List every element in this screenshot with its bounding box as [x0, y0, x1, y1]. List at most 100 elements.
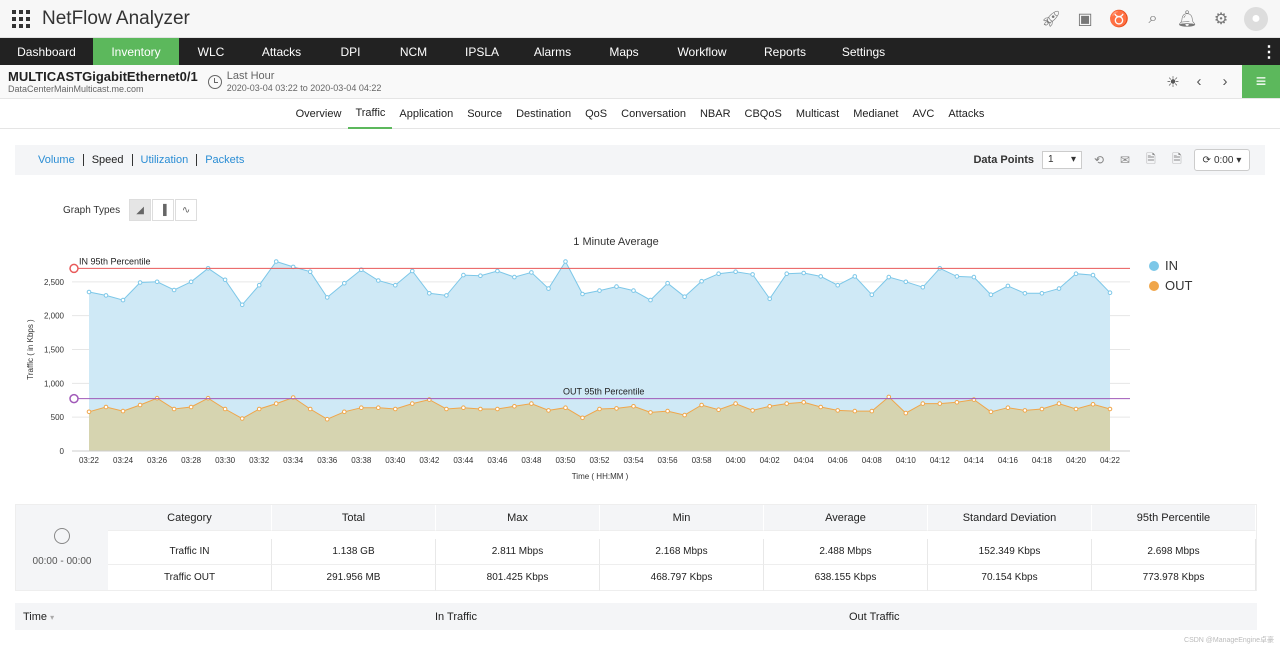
- stats-header-cell[interactable]: Min: [600, 505, 764, 531]
- x-tick-label: 04:16: [998, 456, 1019, 465]
- data-point-out: [86, 409, 92, 415]
- line-chart-icon[interactable]: ∿: [175, 199, 198, 221]
- metric-packets[interactable]: Packets: [205, 154, 245, 166]
- data-point-out: [835, 408, 841, 413]
- stats-header-cell[interactable]: Standard Deviation: [928, 505, 1092, 531]
- device-name: MULTICASTGigabitEthernet0/1: [8, 69, 198, 84]
- chevron-left-icon[interactable]: ‹: [1196, 73, 1202, 90]
- data-point-in: [954, 274, 960, 279]
- data-point-out: [171, 406, 177, 412]
- nav-ncm[interactable]: NCM: [399, 44, 428, 59]
- x-tick-label: 03:50: [555, 456, 576, 465]
- data-point-in: [444, 293, 449, 298]
- pdf-icon[interactable]: 🗎︎: [1146, 151, 1156, 166]
- column-time[interactable]: Time ▾: [15, 611, 435, 623]
- headset-icon[interactable]: ♉: [1109, 10, 1129, 28]
- data-point-in: [920, 284, 926, 290]
- percentile-marker: [69, 263, 79, 274]
- metric-volume[interactable]: Volume: [30, 154, 84, 166]
- tab-multicast[interactable]: Multicast: [795, 107, 840, 120]
- x-tick-label: 03:22: [79, 456, 100, 465]
- monitor-icon[interactable]: ▣: [1077, 10, 1093, 28]
- stats-header-cell[interactable]: Category: [108, 505, 272, 531]
- column-time-label: Time: [23, 610, 48, 623]
- data-point-in: [903, 279, 909, 285]
- area-chart-icon[interactable]: ◢: [129, 199, 152, 221]
- data-point-in: [239, 302, 245, 308]
- column-out-traffic[interactable]: Out Traffic: [849, 610, 900, 623]
- csv-icon[interactable]: 🗎︎: [1172, 151, 1182, 166]
- tab-avc[interactable]: AVC: [912, 107, 935, 120]
- search-icon[interactable]: ⌕: [1148, 9, 1158, 27]
- rocket-icon[interactable]: 🚀︎: [1040, 10, 1062, 28]
- bell-icon[interactable]: 🔔︎: [1176, 10, 1198, 28]
- data-point-out: [648, 410, 653, 415]
- nav-alarms[interactable]: Alarms: [533, 44, 572, 59]
- more-menu-icon[interactable]: ⋮: [1261, 43, 1277, 61]
- nav-workflow[interactable]: Workflow: [677, 44, 727, 59]
- legend-item-in[interactable]: IN: [1149, 258, 1192, 273]
- refresh-select[interactable]: ⟳ 0:00 ▾: [1194, 149, 1250, 171]
- gear-icon[interactable]: ⚙: [1213, 10, 1229, 28]
- data-point-in: [376, 278, 381, 283]
- stats-header-cell[interactable]: 95th Percentile: [1092, 505, 1256, 531]
- tab-overview[interactable]: Overview: [295, 107, 342, 120]
- tab-conversation[interactable]: Conversation: [621, 107, 686, 120]
- stats-header-cell[interactable]: Average: [764, 505, 928, 531]
- data-point-out: [342, 409, 347, 415]
- nav-inventory[interactable]: Inventory: [93, 38, 179, 65]
- menu-icon[interactable]: ≡: [1242, 65, 1280, 98]
- data-point-in: [1005, 283, 1011, 289]
- column-in-traffic[interactable]: In Traffic: [435, 610, 477, 623]
- data-points-select[interactable]: 1 ▾: [1042, 151, 1082, 169]
- tab-cbqos[interactable]: CBQoS: [744, 107, 782, 120]
- data-point-out: [818, 404, 824, 410]
- metric-speed[interactable]: Speed: [84, 154, 133, 166]
- email-icon[interactable]: ✉: [1119, 153, 1131, 167]
- stats-header-cell[interactable]: Max: [436, 505, 600, 531]
- data-point-in: [767, 296, 773, 302]
- data-point-in: [1073, 271, 1079, 277]
- nav-dashboard[interactable]: Dashboard: [17, 44, 76, 59]
- stats-header-cell[interactable]: Total: [272, 505, 436, 531]
- percentile-label: OUT 95th Percentile: [563, 387, 644, 397]
- data-point-in: [869, 292, 875, 297]
- time-period-title[interactable]: Last Hour: [226, 70, 275, 82]
- data-point-in: [665, 280, 670, 286]
- app-grid-icon[interactable]: [12, 9, 30, 28]
- tab-nbar[interactable]: NBAR: [699, 107, 731, 120]
- nav-attacks[interactable]: Attacks: [261, 44, 302, 59]
- nav-maps[interactable]: Maps: [609, 44, 639, 59]
- nav-ipsla[interactable]: IPSLA: [464, 44, 500, 59]
- tab-destination[interactable]: Destination: [516, 107, 572, 120]
- nav-reports[interactable]: Reports: [763, 44, 807, 59]
- tab-attacks[interactable]: Attacks: [948, 107, 985, 120]
- alarm-icon[interactable]: ☀: [1166, 73, 1180, 91]
- data-point-in: [648, 297, 653, 303]
- tab-traffic[interactable]: Traffic: [348, 99, 393, 129]
- nav-settings[interactable]: Settings: [841, 44, 886, 59]
- clock-icon[interactable]: [207, 74, 222, 89]
- x-tick-label: 03:48: [521, 456, 542, 465]
- tab-medianet[interactable]: Medianet: [853, 107, 899, 120]
- tab-qos[interactable]: QoS: [585, 107, 608, 120]
- data-point-out: [1056, 401, 1062, 406]
- history-icon[interactable]: ⟲: [1093, 153, 1105, 167]
- data-point-out: [376, 405, 381, 410]
- time-period-selector[interactable]: Last Hour 2020-03-04 03:22 to 2020-03-04…: [227, 70, 382, 93]
- nav-wlc[interactable]: WLC: [197, 44, 225, 59]
- tab-source[interactable]: Source: [467, 107, 503, 120]
- data-point-in: [580, 291, 585, 297]
- tab-application[interactable]: Application: [399, 107, 454, 120]
- metric-utilization[interactable]: Utilization: [133, 154, 198, 166]
- legend-item-out[interactable]: OUT: [1149, 278, 1192, 293]
- sub-tabs: Overview Traffic Application Source Destinat…: [0, 99, 1280, 129]
- bar-chart-icon[interactable]: ▐: [152, 199, 175, 221]
- device-header: MULTICASTGigabitEthernet0/1 DataCenterMa…: [0, 65, 1280, 99]
- data-point-in: [699, 278, 704, 284]
- watermark: CSDN @ManageEngine卓豪: [1184, 637, 1274, 644]
- user-avatar-icon[interactable]: ●: [1244, 6, 1268, 31]
- nav-dpi[interactable]: DPI: [340, 44, 361, 59]
- chevron-right-icon[interactable]: ›: [1222, 73, 1228, 90]
- x-axis-label: Time ( HH:MM ): [572, 472, 629, 481]
